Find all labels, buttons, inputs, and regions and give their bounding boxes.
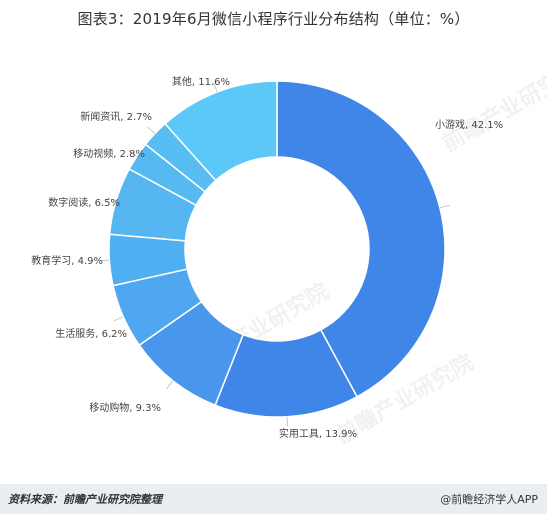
slice-label-7: 移动视频, 2.8% [73,147,145,160]
chart-title: 图表3：2019年6月微信小程序行业分布结构（单位：%） [77,10,470,28]
source-note: 资料来源：前瞻产业研究院整理 [8,493,162,506]
leader-line-3 [166,380,174,389]
slice-label-1: 小游戏, 42.1% [435,118,503,131]
leader-line-8 [147,126,156,134]
slice-label-3: 移动购物, 9.3% [89,401,161,414]
leader-line-6 [106,197,117,201]
svg-text:前瞻产业研究院: 前瞻产业研究院 [438,58,547,158]
slice-label-9: 其他, 11.6% [172,75,230,88]
leader-line-2 [286,416,289,427]
leader-line-1 [439,204,450,209]
leader-line-5 [99,259,110,262]
slice-1 [276,80,446,398]
slice-label-5: 教育学习, 4.9% [31,254,103,267]
slice-label-2: 实用工具, 13.9% [279,427,357,440]
leader-line-4 [113,316,124,322]
slice-label-4: 生活服务, 6.2% [55,327,127,340]
donut-chart: 前瞻产业研究院 前瞻产业研究院 前瞻产业研究院 小游戏, 42.1%实用工具, … [31,58,547,449]
footer-bar: 资料来源：前瞻产业研究院整理 @前瞻经济学人APP [0,484,547,514]
slice-9 [164,80,278,182]
slice-group [108,80,446,418]
slice-label-8: 新闻资讯, 2.7% [80,110,152,123]
label-group: 小游戏, 42.1% 实用工具, 13.9% 移动购物, 9.3% 生活服务, 6.2… [31,75,503,440]
brand-credit: @前瞻经济学人APP [440,493,538,506]
leader-line-7 [128,150,138,157]
leader-line-9 [213,82,218,93]
slice-label-6: 数字阅读, 6.5% [48,196,120,209]
